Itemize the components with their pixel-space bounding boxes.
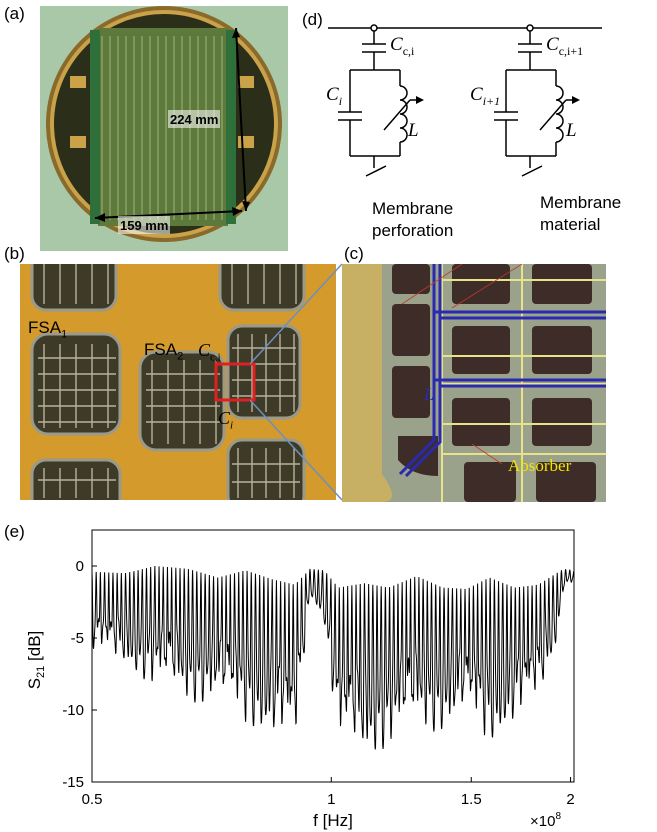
panel-b-micrograph — [20, 264, 336, 500]
ci1-label: Ci+1 — [470, 84, 501, 108]
absorber-label: Absorber — [508, 456, 572, 475]
x-axis-label: f [Hz] — [313, 811, 353, 830]
circuit-diagram — [328, 24, 602, 177]
x-tick-label: 1.5 — [461, 791, 482, 808]
y-axis-label: S21 [dB] — [25, 631, 47, 690]
panel-a-photo — [40, 6, 288, 251]
membrane-material-label: Membrane material — [540, 193, 622, 234]
panel-c-label: (c) — [344, 244, 364, 263]
y-tick-label: -10 — [62, 702, 84, 719]
zoom-connector — [250, 263, 343, 501]
panel-b-label: (b) — [4, 244, 25, 263]
panel-c-micrograph — [342, 264, 606, 502]
x-tick-label: 1 — [327, 791, 335, 808]
inductor-label-2: L — [566, 120, 577, 141]
dim-horizontal-label: 159 mm — [120, 218, 169, 233]
panel-d-label: (d) — [302, 10, 323, 29]
cc-label-b: Cc,i — [198, 340, 221, 364]
fsa1-label: FSA1 — [28, 318, 68, 341]
panel-a-label: (a) — [4, 4, 25, 23]
ci-label-b: Ci — [218, 408, 234, 432]
membrane-perforation-label: Membrane perforation — [372, 199, 454, 240]
fsa2-label: FSA2 — [144, 340, 184, 363]
ci-label: Ci — [326, 84, 343, 108]
panel-e-label: (e) — [4, 522, 25, 541]
s21-chart: 0 -5 -10 -15 0.5 1 1.5 2 S21 [dB] f [Hz] ×108 — [25, 529, 575, 830]
inductor-label-1: L — [408, 120, 419, 141]
dim-vertical-label: 224 mm — [170, 112, 219, 127]
s21-trace — [91, 566, 575, 750]
inductor-label-c: L — [424, 384, 435, 404]
cc-i-label: Cc,i — [390, 34, 415, 58]
cc-i1-label: Cc,i+1 — [546, 34, 584, 58]
y-tick-label: -5 — [71, 630, 84, 647]
y-tick-label: 0 — [76, 558, 84, 575]
y-tick-label: -15 — [62, 774, 84, 791]
x-multiplier: ×108 — [530, 811, 561, 830]
x-tick-label: 0.5 — [82, 791, 103, 808]
x-tick-label: 2 — [566, 791, 574, 808]
